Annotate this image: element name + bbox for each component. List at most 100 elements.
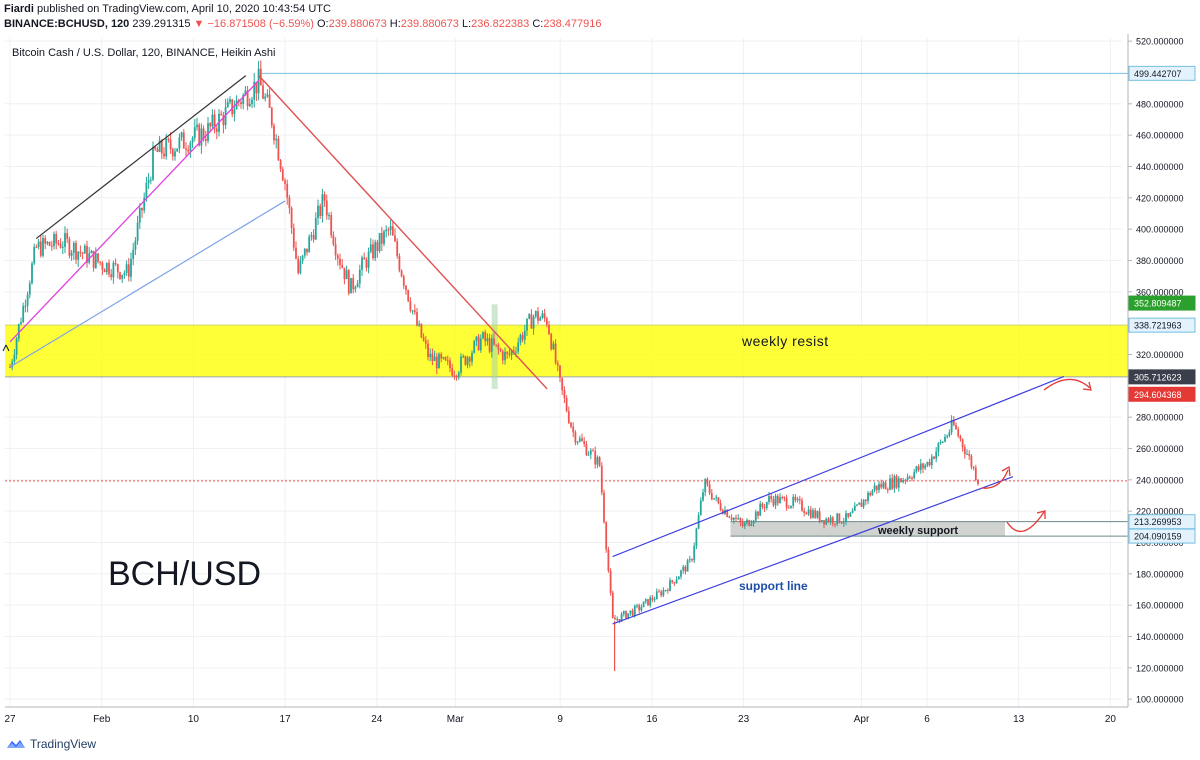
weekly-support-label: weekly support (877, 525, 958, 537)
candle-up (732, 517, 735, 520)
candle-down (827, 518, 830, 522)
candle-down (341, 264, 344, 268)
candle-up (180, 132, 183, 138)
black-trend-line (35, 75, 247, 240)
candle-down (631, 610, 634, 616)
candle-down (416, 312, 418, 326)
candle-down (917, 466, 920, 471)
x-tick-label: 13 (1013, 714, 1025, 725)
y-tick-label: 320.000000 (1136, 350, 1184, 360)
candle-up (792, 496, 795, 506)
candle-down (658, 591, 660, 593)
candle-down (365, 259, 368, 268)
candle-down (908, 476, 911, 479)
candle-up (532, 316, 535, 329)
candle-up (90, 250, 93, 254)
highlight-bar (491, 304, 498, 389)
candle-up (675, 579, 678, 584)
candle-down (787, 507, 790, 509)
candle-up (686, 560, 689, 572)
candle-down (79, 251, 82, 253)
candle-up (713, 498, 715, 500)
candle-down (886, 489, 889, 491)
candle-down (818, 511, 821, 522)
candle-up (17, 324, 20, 339)
price-label-box (1128, 317, 1196, 333)
candle-down (380, 233, 383, 244)
candle-down (574, 432, 577, 443)
candle-up (242, 95, 245, 105)
candle-up (845, 513, 847, 522)
candle-down (977, 479, 979, 485)
price-label-box (1128, 386, 1196, 402)
price-label: 352.809487 (1134, 299, 1182, 309)
publisher-name: Fiardi (4, 3, 34, 15)
candle-up (878, 483, 880, 491)
candle-up (519, 335, 522, 343)
candle-up (200, 128, 203, 146)
candle-down (92, 250, 95, 268)
candle-up (642, 601, 645, 608)
candle-down (594, 451, 597, 465)
y-tick-label: 120.000000 (1136, 663, 1184, 673)
candle-down (556, 363, 559, 366)
candle-down (39, 241, 42, 256)
candle-down (160, 140, 163, 154)
candle-down (933, 456, 935, 459)
candle-down (691, 559, 693, 561)
candle-down (776, 495, 779, 504)
candle-down (900, 478, 902, 483)
candle-down (394, 235, 396, 242)
candle-down (413, 310, 416, 313)
y-tick-label: 160.000000 (1136, 601, 1184, 611)
candle-up (856, 504, 858, 506)
candle-down (891, 478, 894, 489)
candle-down (506, 351, 509, 354)
candle-down (961, 439, 964, 448)
candle-up (328, 215, 330, 217)
candle-up (22, 305, 25, 323)
y-tick-label: 180.000000 (1136, 569, 1184, 579)
candle-up (677, 576, 680, 580)
y-tick-label: 400.000000 (1136, 225, 1184, 235)
candle-up (842, 521, 845, 524)
candle-up (301, 255, 304, 261)
candle-down (647, 599, 649, 606)
publish-info: published on TradingView.com, April 10, … (37, 3, 331, 15)
support-line-label: support line (739, 579, 808, 593)
candle-down (330, 215, 333, 236)
candle-down (805, 512, 808, 515)
last-price: 239.291315 (132, 18, 191, 30)
candle-down (325, 200, 328, 216)
candle-up (688, 559, 691, 561)
candle-up (442, 357, 445, 359)
candle-down (396, 241, 399, 256)
candle-down (284, 180, 286, 184)
candle-down (928, 461, 931, 466)
candle-down (427, 343, 429, 358)
candle-up (466, 357, 469, 365)
candle-down (75, 242, 77, 260)
candle-up (633, 605, 636, 616)
candle-up (438, 353, 440, 369)
candle-up (26, 294, 29, 306)
candle-down (488, 338, 491, 352)
candle-up (473, 341, 476, 353)
candle-down (959, 436, 962, 440)
candle-up (829, 517, 832, 522)
price-label-box (1128, 295, 1196, 311)
arrow-bounce-head (1001, 465, 1011, 477)
candle-down (708, 484, 711, 493)
candle-up (534, 311, 537, 317)
candle-up (125, 264, 128, 273)
arrow-bounce (981, 469, 1009, 489)
candle-up (369, 244, 372, 252)
candle-down (955, 424, 957, 430)
candle-down (455, 375, 458, 378)
candle-up (702, 492, 704, 501)
candle-up (669, 580, 671, 592)
tradingview-brand[interactable]: TradingView (6, 737, 96, 751)
candle-down (618, 619, 621, 622)
publish-line: Fiardi published on TradingView.com, Apr… (4, 3, 331, 15)
